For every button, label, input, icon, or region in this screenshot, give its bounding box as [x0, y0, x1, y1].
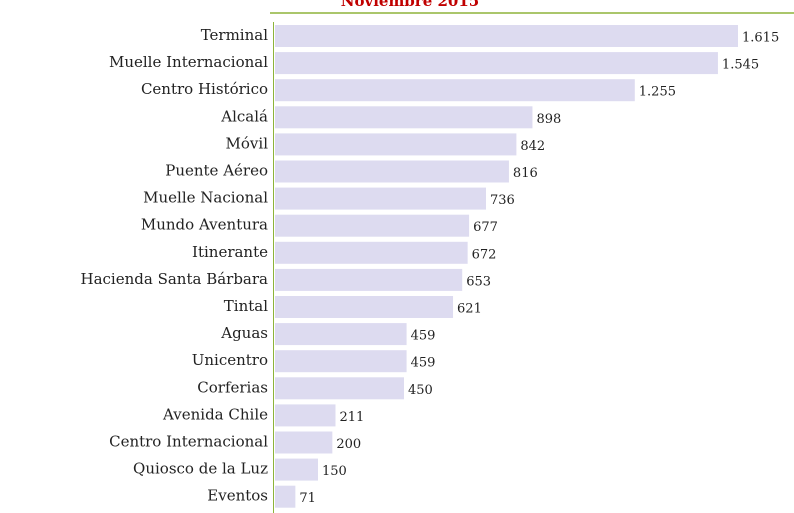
category-label: Centro Histórico — [141, 80, 268, 98]
bar — [275, 52, 718, 75]
value-label: 200 — [336, 437, 361, 452]
value-label: 736 — [490, 193, 515, 208]
category-label: Quiosco de la Luz — [133, 460, 268, 478]
category-label: Móvil — [226, 134, 269, 152]
value-label: 816 — [513, 166, 538, 181]
bar — [275, 187, 487, 210]
bar — [275, 160, 509, 183]
category-label: Puente Aéreo — [165, 162, 268, 180]
category-label: Itinerante — [192, 243, 268, 261]
bar — [275, 296, 454, 318]
category-label: Alcalá — [220, 107, 268, 125]
value-label: 459 — [411, 329, 436, 344]
bar — [275, 133, 517, 156]
category-label: Corferias — [197, 378, 268, 396]
bar — [275, 214, 470, 237]
value-label: 1.255 — [639, 85, 676, 100]
value-label: 450 — [408, 383, 433, 398]
value-label: 1.545 — [722, 58, 759, 73]
value-label: 653 — [466, 274, 491, 289]
category-label: Avenida Chile — [162, 405, 268, 423]
value-label: 459 — [411, 356, 436, 371]
bar — [275, 350, 407, 373]
value-label: 677 — [473, 220, 498, 235]
value-label: 150 — [322, 464, 347, 479]
category-label: Unicentro — [192, 351, 268, 369]
bar — [275, 79, 635, 102]
bar — [275, 268, 463, 291]
bar — [275, 377, 405, 400]
value-label: 898 — [536, 112, 561, 127]
bar — [275, 106, 533, 129]
chart-title: Noviembre 2015 — [341, 0, 479, 10]
category-label: Muelle Nacional — [143, 189, 268, 207]
bar — [275, 241, 468, 264]
bar — [275, 431, 333, 454]
value-label: 842 — [520, 139, 545, 154]
value-label: 672 — [472, 247, 497, 262]
bar — [275, 25, 738, 47]
bar — [275, 404, 336, 427]
category-label: Terminal — [201, 26, 269, 44]
category-label: Centro Internacional — [109, 433, 268, 451]
value-label: 211 — [339, 410, 364, 425]
bar — [275, 458, 319, 481]
category-label: Muelle Internacional — [109, 53, 268, 71]
value-label: 71 — [299, 491, 316, 506]
bar — [275, 485, 296, 508]
category-label: Mundo Aventura — [141, 216, 268, 234]
category-label: Hacienda Santa Bárbara — [81, 270, 269, 288]
value-label: 621 — [457, 302, 482, 317]
category-label: Eventos — [207, 487, 268, 505]
value-label: 1.615 — [742, 31, 779, 46]
category-label: Tintal — [224, 297, 268, 315]
bar — [275, 323, 407, 346]
category-label: Aguas — [220, 324, 268, 342]
